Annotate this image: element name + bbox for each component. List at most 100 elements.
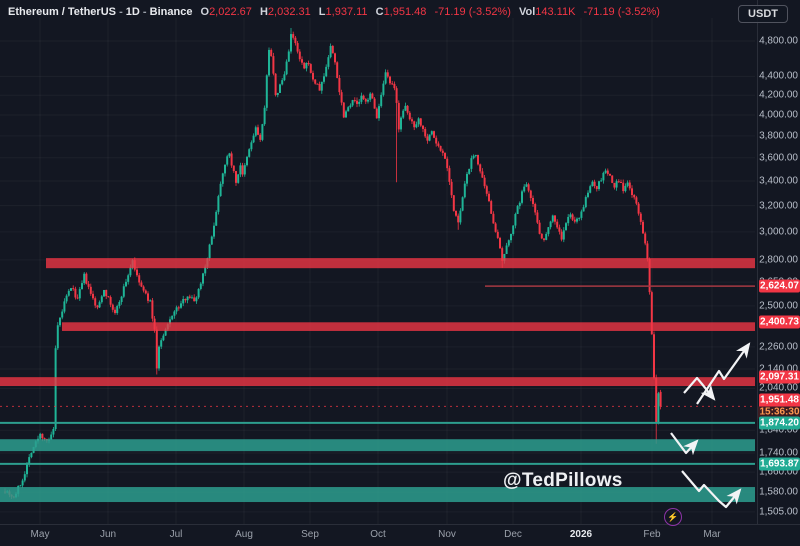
arrow-zigzag-down-small[interactable] <box>683 376 716 401</box>
candle-body <box>523 186 526 192</box>
candle-body <box>349 105 352 108</box>
candle-body <box>246 156 248 166</box>
candle-body <box>129 267 132 276</box>
candle-body <box>122 286 125 297</box>
support-zone-1800[interactable] <box>0 439 755 452</box>
support-zone-1580[interactable] <box>0 487 755 503</box>
candle-body <box>536 212 539 223</box>
candle-body <box>576 218 578 222</box>
currency-badge-usdt[interactable]: USDT <box>738 5 788 23</box>
candle-body <box>140 282 143 287</box>
candle-body <box>461 197 464 211</box>
candle-body <box>611 175 614 183</box>
close-value: 1,951.48 <box>383 6 427 18</box>
candle-body <box>23 474 26 481</box>
candle-body <box>67 290 70 296</box>
candle-body <box>118 302 121 307</box>
resistance-zone-2400[interactable] <box>62 322 755 331</box>
price-axis[interactable]: 4,800.00 4,400.00 4,200.00 4,000.00 3,800.00… <box>757 0 800 524</box>
resistance-zone-2800[interactable] <box>46 258 755 269</box>
price-chart-canvas[interactable] <box>0 0 800 524</box>
candle-body <box>65 295 68 302</box>
candle-body <box>598 181 600 190</box>
open-label: O <box>200 6 210 18</box>
exchange-label[interactable]: Binance <box>149 6 193 18</box>
current-price-badge: 1,951.48 15:36:30 <box>758 393 800 419</box>
price-tick: 1,740.00 <box>759 447 798 459</box>
candle-body <box>633 195 636 198</box>
candle-body <box>208 244 211 259</box>
candle-body <box>488 193 490 202</box>
candle-body <box>483 177 486 187</box>
candle-body <box>358 101 361 104</box>
candle-body <box>433 131 435 138</box>
candle-body <box>367 99 369 102</box>
candle-body <box>136 269 138 276</box>
resistance-zone-2097[interactable] <box>0 377 755 387</box>
candle-body <box>644 233 647 244</box>
candle-body <box>345 111 347 118</box>
candle-body <box>213 225 215 237</box>
candle-body <box>514 214 517 226</box>
candle-body <box>191 297 193 299</box>
candle-body <box>628 182 631 189</box>
candle-body <box>301 59 303 63</box>
candle-body <box>549 221 552 228</box>
arrow-zigzag-mid[interactable] <box>670 432 699 456</box>
candle-body <box>624 185 627 192</box>
candle-body <box>371 93 374 99</box>
candle-body <box>626 182 629 186</box>
candle-body <box>261 124 264 140</box>
candle-body <box>457 215 460 223</box>
candle-body <box>477 155 479 165</box>
symbol-header[interactable]: Ethereum / TetherUS - 1D - Binance O2,02… <box>8 6 660 18</box>
candle-body <box>446 158 449 169</box>
candle-body <box>415 124 418 128</box>
candle-body <box>617 181 620 183</box>
candle-body <box>305 63 308 69</box>
candle-body <box>534 203 537 213</box>
candle-body <box>96 305 99 308</box>
candle-body <box>78 289 81 299</box>
candle-body <box>444 152 446 159</box>
candle-body <box>61 311 64 318</box>
candle-body <box>386 72 389 77</box>
interval-label[interactable]: 1D <box>125 6 140 18</box>
candle-body <box>393 83 396 89</box>
candle-body <box>125 281 127 287</box>
candle-body <box>466 173 468 184</box>
low-label: L <box>318 6 326 18</box>
candle-body <box>648 258 651 293</box>
price-tick: 4,000.00 <box>759 109 798 121</box>
symbol-title[interactable]: Ethereum / TetherUS <box>8 6 116 18</box>
candle-body <box>569 214 572 217</box>
candle-body <box>204 266 207 274</box>
candle-body <box>283 74 286 81</box>
candle-body <box>342 102 345 118</box>
arrow-zigzag-up-large[interactable] <box>696 342 751 405</box>
candle-body <box>94 298 97 306</box>
lightning-icon[interactable]: ⚡ <box>664 508 682 526</box>
candle-body <box>243 165 246 175</box>
candle-body <box>221 173 224 184</box>
arrow-zigzag-down-long[interactable] <box>681 470 742 509</box>
candle-body <box>490 201 493 214</box>
candle-body <box>279 84 281 93</box>
candle-body <box>265 75 268 108</box>
candle-body <box>560 231 563 240</box>
candle-body <box>615 181 618 188</box>
candle-body <box>472 155 475 159</box>
candle-body <box>323 76 325 82</box>
candle-body <box>406 105 409 113</box>
candle-body <box>151 300 154 319</box>
time-tick: 2026 <box>569 529 593 540</box>
candle-body <box>408 112 411 120</box>
candle-body <box>26 464 28 475</box>
candle-body <box>186 296 189 301</box>
candle-body <box>635 197 638 204</box>
candle-body <box>195 297 198 302</box>
candle-body <box>76 297 79 299</box>
time-axis[interactable]: May Jun Jul Aug Sep Oct Nov Dec 2026 Feb Mar <box>0 524 800 546</box>
candle-countdown: 15:36:30 <box>758 406 800 419</box>
time-tick: Aug <box>235 529 253 540</box>
